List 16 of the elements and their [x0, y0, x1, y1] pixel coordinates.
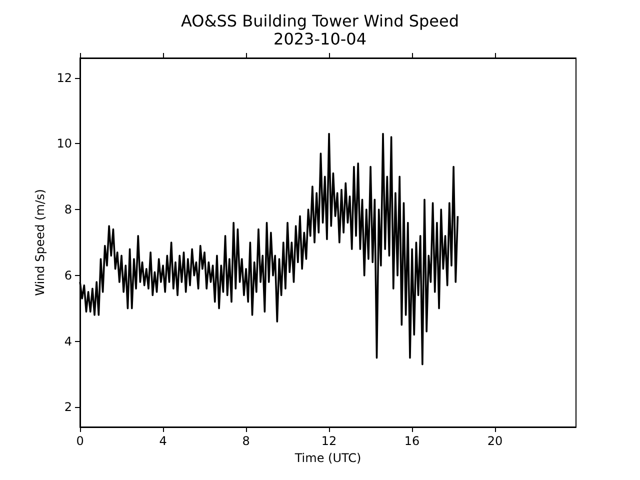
x-tick-label: 20 [487, 434, 503, 448]
y-axis-title: Wind Speed (m/s) [32, 189, 47, 296]
x-axis-title: Time (UTC) [294, 450, 362, 465]
x-tick-label: 12 [321, 434, 337, 448]
y-tick-label: 8 [64, 202, 72, 217]
chart-subtitle: 2023-10-04 [274, 30, 366, 48]
y-tick-label: 6 [64, 268, 72, 282]
y-tick-label: 2 [64, 400, 72, 414]
x-tick-label: 8 [242, 434, 250, 448]
y-tick-label: 4 [64, 334, 72, 348]
y-tick-label: 12 [56, 70, 72, 85]
x-tick-label: 4 [159, 434, 167, 448]
y-tick-label: 10 [56, 136, 72, 151]
x-tick-label: 16 [404, 434, 420, 448]
chart-title: AO&SS Building Tower Wind Speed [180, 12, 460, 30]
x-tick-label: 0 [76, 434, 84, 448]
